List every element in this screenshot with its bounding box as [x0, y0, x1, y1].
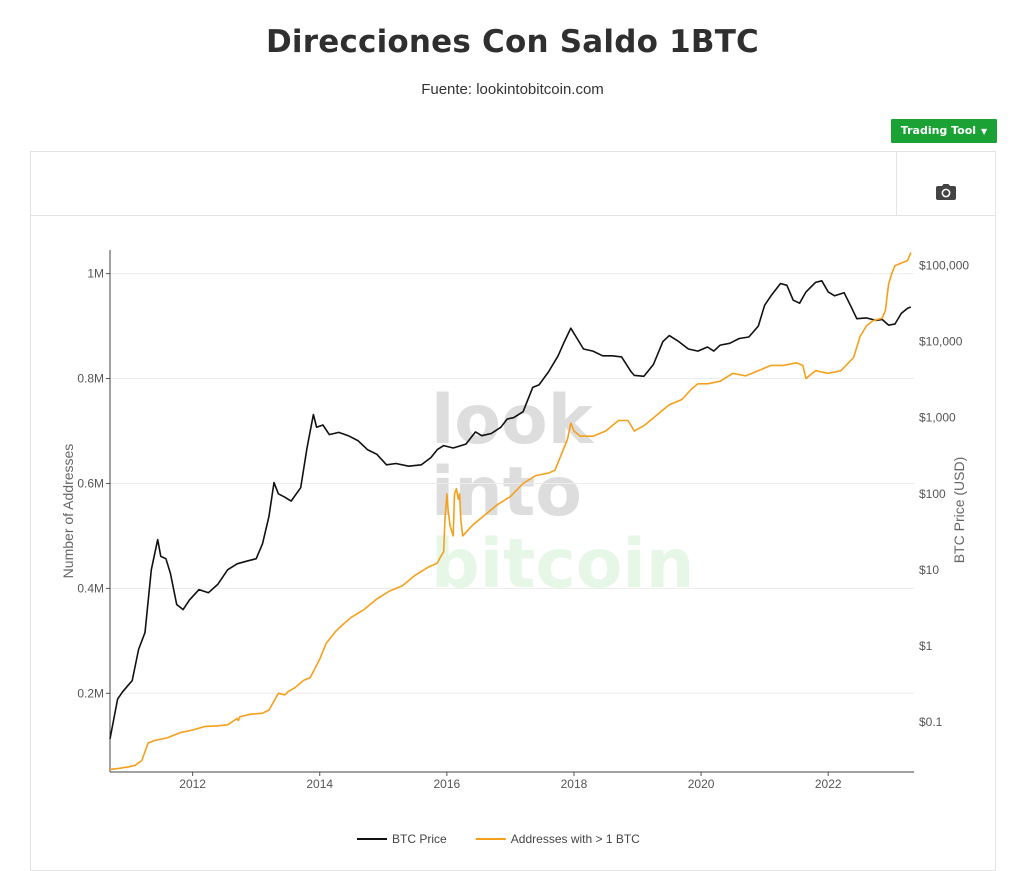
- y-left-tick-label: 0.6M: [77, 476, 104, 490]
- legend-label: BTC Price: [392, 832, 447, 846]
- y-axis-left-title: Number of Addresses: [60, 444, 76, 579]
- x-tick-label: 2022: [815, 777, 842, 791]
- watermark: look into bitcoin: [431, 381, 694, 604]
- y-left-tick-label: 0.8M: [77, 372, 104, 386]
- legend: BTC Price Addresses with > 1 BTC: [357, 832, 640, 846]
- y-left-tick-label: 0.4M: [77, 581, 104, 595]
- screenshot-button[interactable]: [896, 152, 995, 215]
- y-right-tick-label: $10,000: [919, 335, 963, 349]
- chart-svg: look into bitcoin 0.2M 0.4M 0.6M 0.8M 1M $0.1…: [60, 250, 969, 846]
- watermark-bitcoin: bitcoin: [431, 525, 694, 604]
- y-right-tick-label: $1,000: [919, 411, 956, 425]
- page-subtitle: Fuente: lookintobitcoin.com: [421, 81, 604, 98]
- addresses-line: [109, 252, 912, 771]
- btc-price-line: [109, 279, 912, 740]
- gridlines: [110, 273, 914, 694]
- caret-down-icon: ▼: [981, 127, 988, 136]
- y-right-tick-label: $100,000: [919, 259, 969, 273]
- x-tick-label: 2016: [434, 777, 461, 791]
- y-right-tick-label: $100: [919, 487, 946, 501]
- x-tick-label: 2018: [561, 777, 588, 791]
- y-right-tick-label: $0.1: [919, 715, 943, 729]
- y-right-tick-label: $1: [919, 639, 933, 653]
- x-tick-label: 2012: [179, 777, 206, 791]
- x-tick-label: 2020: [688, 777, 715, 791]
- camera-icon: [936, 183, 956, 200]
- y-right-tick-label: $10: [919, 563, 939, 577]
- legend-label: Addresses with > 1 BTC: [511, 832, 640, 846]
- series-lines: [109, 252, 912, 771]
- trading-tool-label: Trading Tool: [900, 124, 977, 137]
- page-title: Direcciones Con Saldo 1BTC: [265, 24, 760, 60]
- tick-labels: 0.2M 0.4M 0.6M 0.8M 1M $0.1 $1 $10 $100 $1,000 $10…: [77, 259, 969, 791]
- axes: [106, 250, 914, 776]
- y-left-tick-label: 1M: [87, 267, 104, 281]
- watermark-look: look: [431, 381, 595, 460]
- chart-toolbar: [31, 152, 995, 216]
- y-left-tick-label: 0.2M: [77, 686, 104, 700]
- x-tick-label: 2014: [306, 777, 333, 791]
- y-axis-right-title: BTC Price (USD): [951, 457, 967, 564]
- trading-tool-button[interactable]: Trading Tool ▼: [891, 119, 997, 143]
